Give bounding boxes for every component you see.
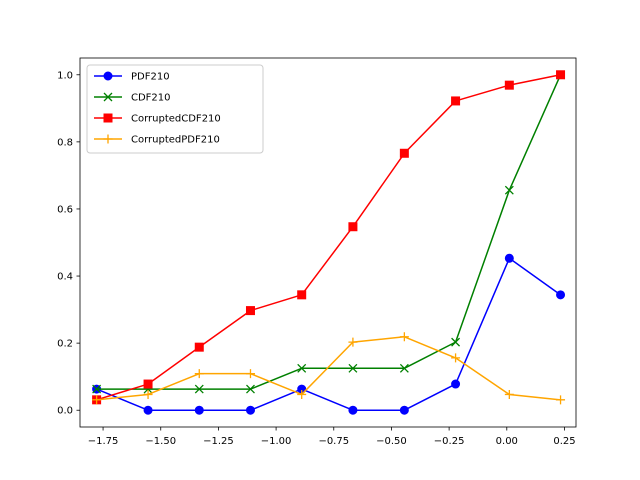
y-tick-label-2: 0.4 bbox=[57, 272, 73, 283]
axes-layer: −1.75 −1.50 −1.25 −1.00 −0.75 −0.50 −0.25 0.00 0… bbox=[57, 57, 577, 447]
x-tick-label-0: −1.75 bbox=[88, 436, 119, 447]
legend-entry-3: CorruptedPDF210 bbox=[94, 134, 220, 146]
data-point-0-6 bbox=[399, 405, 409, 415]
data-point-0-1 bbox=[143, 405, 153, 415]
series-line-2 bbox=[96, 74, 561, 401]
x-tick-label-7: 0.00 bbox=[496, 436, 518, 447]
data-point-1-5 bbox=[348, 363, 358, 373]
y-tick-label-1: 0.2 bbox=[57, 339, 73, 350]
data-point-3-7 bbox=[451, 353, 461, 363]
data-point-2-2 bbox=[194, 342, 204, 352]
data-point-0-9 bbox=[556, 290, 566, 300]
x-tick-label-6: −0.25 bbox=[434, 436, 465, 447]
data-point-0-5 bbox=[348, 405, 358, 415]
data-point-1-3 bbox=[246, 384, 255, 394]
data-point-2-7 bbox=[451, 96, 461, 106]
data-point-0-2 bbox=[194, 405, 204, 415]
x-tick-label-2: −1.25 bbox=[203, 436, 234, 447]
legend-marker-2 bbox=[103, 113, 113, 123]
legend-box bbox=[86, 64, 264, 154]
data-point-1-0 bbox=[92, 384, 102, 394]
legend-label-0: PDF210 bbox=[131, 72, 170, 83]
data-point-2-3 bbox=[245, 306, 255, 316]
data-point-3-9 bbox=[556, 395, 566, 405]
data-point-3-6 bbox=[399, 332, 409, 342]
series-line-0 bbox=[96, 257, 561, 411]
data-point-3-4 bbox=[297, 389, 307, 399]
series-0 bbox=[92, 253, 566, 415]
data-point-2-8 bbox=[504, 80, 514, 90]
data-point-1-7 bbox=[451, 337, 461, 347]
data-point-0-8 bbox=[504, 253, 514, 263]
x-tick-label-8: 0.25 bbox=[553, 436, 575, 447]
legend-label-2: CorruptedCDF210 bbox=[131, 114, 221, 125]
legend: PDF210 CDF210 CorruptedCDF210 CorruptedPDF2… bbox=[86, 64, 264, 154]
legend-entry-2: CorruptedCDF210 bbox=[94, 113, 221, 125]
data-point-2-6 bbox=[399, 148, 409, 158]
x-tick-label-4: −0.75 bbox=[318, 436, 349, 447]
legend-entry-1: CDF210 bbox=[94, 93, 171, 104]
data-point-3-5 bbox=[348, 337, 358, 347]
x-tick-label-5: −0.50 bbox=[376, 436, 407, 447]
y-tick-label-0: 0.0 bbox=[57, 406, 73, 417]
data-point-2-1 bbox=[143, 379, 153, 389]
data-point-1-6 bbox=[399, 363, 409, 373]
y-tick-label-4: 0.8 bbox=[57, 137, 73, 148]
legend-marker-3 bbox=[103, 134, 113, 144]
data-point-3-1 bbox=[143, 389, 153, 399]
data-point-0-3 bbox=[245, 405, 255, 415]
data-point-2-4 bbox=[297, 290, 307, 300]
axes-frame bbox=[79, 57, 577, 428]
data-point-1-4 bbox=[297, 363, 307, 373]
series-line-3 bbox=[96, 336, 561, 401]
x-tick-label-3: −1.00 bbox=[261, 436, 292, 447]
data-point-2-5 bbox=[348, 222, 358, 232]
series-3 bbox=[92, 332, 566, 405]
legend-label-1: CDF210 bbox=[131, 93, 171, 104]
data-point-2-9 bbox=[556, 70, 566, 80]
y-tick-label-3: 0.6 bbox=[57, 204, 73, 215]
legend-entry-0: PDF210 bbox=[94, 71, 170, 83]
data-point-3-2 bbox=[194, 369, 204, 379]
data-point-3-3 bbox=[245, 369, 255, 379]
legend-label-3: CorruptedPDF210 bbox=[131, 135, 220, 146]
data-point-0-7 bbox=[451, 379, 461, 389]
data-point-3-0 bbox=[92, 395, 102, 405]
data-point-3-8 bbox=[504, 389, 514, 399]
x-tick-label-1: −1.50 bbox=[145, 436, 176, 447]
data-point-1-8 bbox=[504, 185, 514, 195]
series-layer bbox=[92, 70, 566, 415]
legend-marker-1 bbox=[103, 92, 113, 102]
y-tick-label-5: 1.0 bbox=[57, 70, 73, 81]
data-point-1-2 bbox=[194, 384, 204, 394]
legend-marker-0 bbox=[103, 71, 113, 81]
